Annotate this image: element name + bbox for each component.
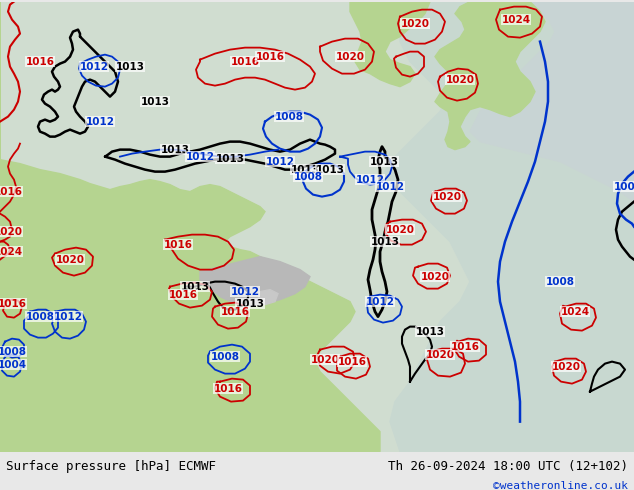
Text: 1013: 1013 (415, 327, 444, 337)
Text: 1013: 1013 (141, 97, 169, 107)
Text: 1012: 1012 (231, 287, 259, 296)
Text: 1013: 1013 (181, 282, 209, 292)
Text: 1020: 1020 (56, 255, 84, 265)
Text: 1012: 1012 (186, 151, 214, 162)
Text: 1020: 1020 (0, 226, 22, 237)
Text: 1016: 1016 (25, 57, 55, 67)
Text: 1016: 1016 (0, 187, 22, 196)
Text: 1013: 1013 (235, 298, 264, 309)
Text: 1012: 1012 (79, 62, 108, 72)
Text: 1020: 1020 (335, 51, 365, 62)
Text: 1012: 1012 (53, 312, 82, 321)
Text: Th 26-09-2024 18:00 UTC (12+102): Th 26-09-2024 18:00 UTC (12+102) (387, 460, 628, 473)
Text: 1020: 1020 (425, 350, 455, 360)
Polygon shape (200, 257, 310, 307)
Text: 1012: 1012 (375, 182, 404, 192)
Text: 1008: 1008 (0, 346, 27, 357)
Text: 1013: 1013 (160, 145, 190, 155)
Text: 1012: 1012 (365, 296, 394, 307)
Polygon shape (470, 1, 634, 201)
Polygon shape (435, 1, 545, 149)
Polygon shape (350, 1, 430, 87)
Text: 1016: 1016 (169, 290, 198, 299)
Text: 1012: 1012 (266, 157, 295, 167)
Text: 1008: 1008 (614, 182, 634, 192)
Text: 1020: 1020 (420, 271, 450, 282)
Text: 1016: 1016 (256, 51, 285, 62)
Text: 1024: 1024 (560, 307, 590, 317)
Text: 1008: 1008 (294, 172, 323, 182)
Text: Surface pressure [hPa] ECMWF: Surface pressure [hPa] ECMWF (6, 460, 216, 473)
Polygon shape (385, 1, 634, 452)
Text: 1008: 1008 (210, 352, 240, 362)
Text: 1020: 1020 (552, 362, 581, 371)
Text: 1004: 1004 (0, 360, 27, 369)
Text: 1016: 1016 (214, 384, 242, 393)
Text: 1020: 1020 (385, 224, 415, 235)
Text: 1013: 1013 (115, 62, 145, 72)
Text: 1013: 1013 (370, 237, 399, 246)
Text: 1016: 1016 (0, 298, 27, 309)
Text: 1012: 1012 (356, 174, 384, 185)
Text: 1012: 1012 (86, 117, 115, 126)
Text: 1013: 1013 (216, 154, 245, 164)
Text: 1016: 1016 (337, 357, 366, 367)
Text: 1020: 1020 (432, 192, 462, 201)
Polygon shape (258, 290, 278, 305)
Text: 1020: 1020 (401, 19, 429, 28)
Text: 1016: 1016 (164, 240, 193, 249)
Text: 1013: 1013 (316, 165, 344, 174)
Text: 1020: 1020 (311, 355, 339, 365)
Text: 1020: 1020 (446, 74, 474, 85)
Text: 1024: 1024 (0, 246, 23, 257)
Text: 1016: 1016 (451, 342, 479, 352)
Text: ©weatheronline.co.uk: ©weatheronline.co.uk (493, 481, 628, 490)
Text: 1008: 1008 (545, 277, 574, 287)
Text: 1024: 1024 (501, 15, 531, 24)
Text: 1013: 1013 (290, 165, 320, 174)
Text: 1008: 1008 (275, 112, 304, 122)
Text: 1008: 1008 (25, 312, 55, 321)
Text: 1013: 1013 (370, 157, 399, 167)
Text: 1016: 1016 (221, 307, 250, 317)
Polygon shape (0, 1, 380, 452)
Text: 1016: 1016 (231, 57, 259, 67)
